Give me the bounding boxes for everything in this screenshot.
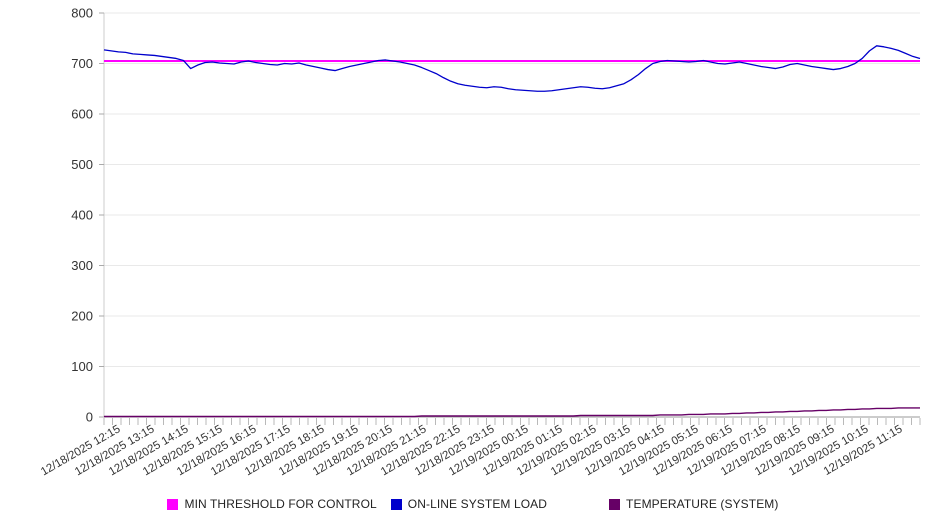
y-axis-label: 200 (71, 309, 93, 324)
legend-swatch-icon (390, 498, 402, 510)
y-axis-label: 400 (71, 208, 93, 223)
y-axis-label: 800 (71, 6, 93, 21)
legend-swatch-icon (167, 498, 179, 510)
legend-swatch-icon (609, 498, 621, 510)
legend-item-temperature-system[interactable]: TEMPERATURE (SYSTEM) (609, 497, 778, 511)
legend-label: ON-LINE SYSTEM LOAD (407, 497, 548, 511)
series-line-temperature-system (104, 407, 920, 418)
series-line-on-line-system-load (103, 45, 921, 92)
y-axis-label: 600 (71, 107, 93, 122)
legend-label: MIN THRESHOLD FOR CONTROL (184, 497, 377, 511)
chart-legend: MIN THRESHOLD FOR CONTROL ON-LINE SYSTEM… (0, 497, 946, 511)
y-axis-label: 300 (71, 258, 93, 273)
y-axis-label: 700 (71, 56, 93, 71)
legend-item-min-threshold-for-control[interactable]: MIN THRESHOLD FOR CONTROL (167, 497, 377, 511)
y-axis-label: 0 (86, 410, 93, 425)
y-axis-label: 500 (71, 157, 93, 172)
y-axis-label: 100 (71, 359, 93, 374)
legend-item-on-line-system-load[interactable]: ON-LINE SYSTEM LOAD (390, 497, 548, 511)
legend-label: TEMPERATURE (SYSTEM) (626, 497, 779, 511)
